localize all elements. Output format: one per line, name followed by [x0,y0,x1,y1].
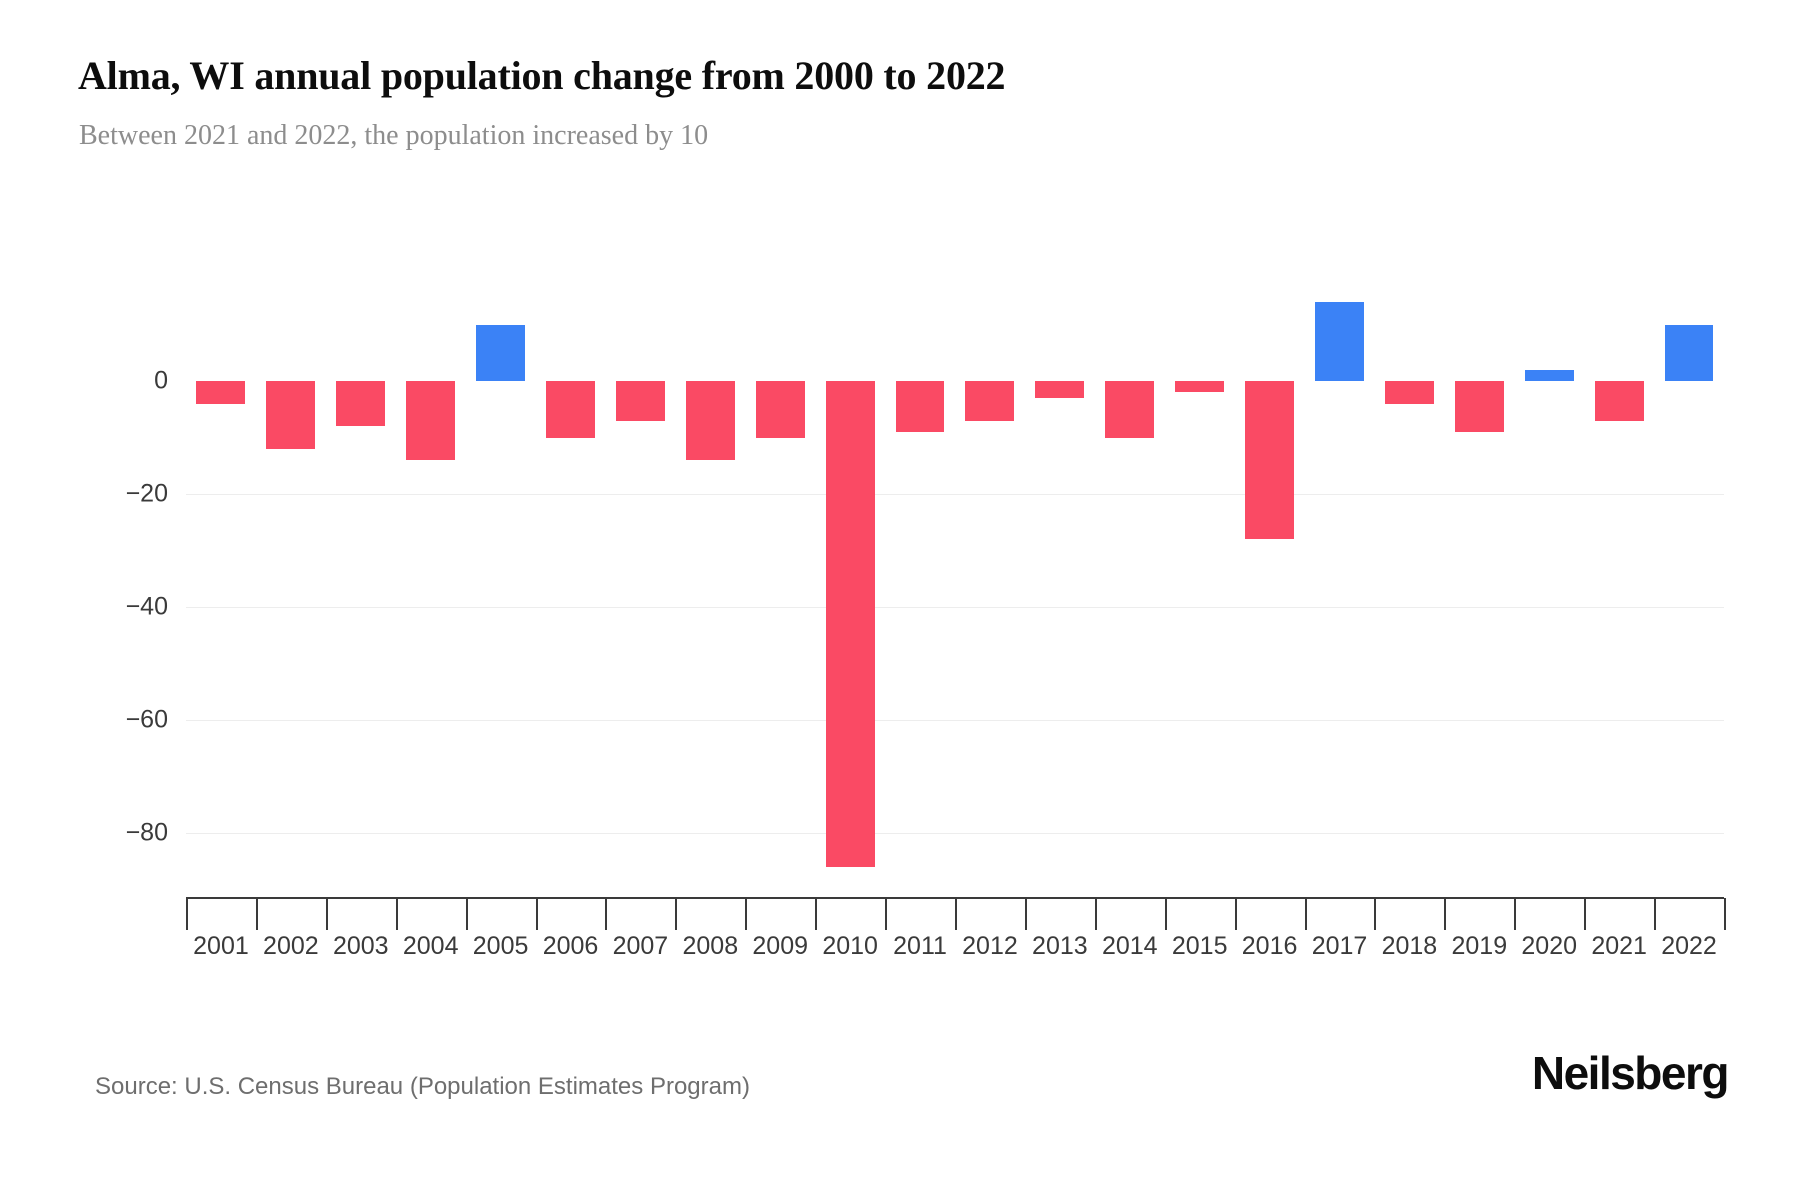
bar-2018[interactable] [1384,381,1434,404]
gridline [186,720,1724,721]
y-axis-tick-label: −40 [125,592,168,621]
x-axis-tick-label: 2005 [472,932,529,960]
x-axis-tick-label: 2001 [193,932,249,960]
x-axis-tick [1584,898,1587,930]
bar-2010[interactable] [825,381,875,867]
bar-2020[interactable] [1524,369,1574,381]
y-axis-tick-label: −80 [125,818,168,847]
x-axis-tick-label: 2006 [542,932,599,960]
bar-2014[interactable] [1105,381,1155,438]
chart-title: Alma, WI annual population change from 2… [78,53,1006,98]
bar-2004[interactable] [406,381,456,461]
x-axis-tick-label: 2002 [263,932,319,960]
bar-2008[interactable] [685,381,735,461]
x-axis-tick-label: 2016 [1241,932,1298,960]
bar-2001[interactable] [196,381,246,404]
bar-2013[interactable] [1035,381,1085,398]
bar-2017[interactable] [1315,301,1364,381]
x-axis-tick [1024,898,1027,930]
bar-2019[interactable] [1454,381,1504,432]
x-axis-tick [1304,898,1307,930]
x-axis-tick [885,898,888,930]
bar-2015[interactable] [1175,381,1225,393]
x-axis-tick-label: 2014 [1101,932,1158,960]
x-axis-tick-label: 2020 [1521,932,1578,960]
x-axis-tick [1654,898,1657,930]
x-axis-tick-label: 2008 [682,932,739,960]
x-axis-tick-label: 2007 [612,932,669,960]
bar-2002[interactable] [266,381,316,449]
y-axis-tick-label: −60 [125,705,168,734]
bar-2022[interactable] [1664,324,1714,381]
x-axis-tick [465,898,468,930]
x-axis-tick-label: 2004 [402,932,459,960]
bar-2012[interactable] [965,381,1015,421]
x-axis-tick [1514,898,1517,930]
x-axis-tick-label: 2022 [1661,932,1717,960]
gridline [186,494,1724,495]
x-axis-tick-label: 2011 [893,932,947,960]
y-axis-tick-label: 0 [154,366,168,395]
x-axis-tick-label: 2003 [332,932,389,960]
x-axis-tick [1094,898,1097,930]
x-axis-tick [325,898,328,930]
gridline [186,607,1724,608]
x-axis-tick-label: 2010 [822,932,878,960]
y-axis-tick-label: −20 [125,479,168,508]
bar-2005[interactable] [476,324,526,381]
brand-logo: Neilsberg [1531,1047,1730,1099]
x-axis-tick [186,898,188,930]
gridline [186,833,1724,834]
bar-2016[interactable] [1245,381,1295,540]
x-axis-tick [1444,898,1447,930]
x-axis-line [186,897,1724,899]
x-axis-tick-label: 2021 [1591,932,1647,960]
x-axis-tick [955,898,957,930]
x-axis-tick-label: 2009 [752,932,809,960]
x-axis-tick-label: 2013 [1032,932,1088,960]
x-axis-tick [255,898,258,930]
x-axis-tick [1164,898,1167,930]
x-axis-tick-label: 2018 [1381,932,1438,960]
x-axis-tick [1234,898,1237,930]
x-axis-tick [1724,898,1726,930]
x-axis-tick-label: 2015 [1171,932,1228,960]
bar-2021[interactable] [1594,381,1644,421]
x-axis-tick-label: 2017 [1311,932,1368,960]
x-axis-tick-label: 2012 [962,932,1018,960]
x-axis-tick [675,898,678,930]
x-axis-tick [535,898,538,930]
bar-2003[interactable] [336,381,386,427]
chart-subtitle: Between 2021 and 2022, the population in… [79,120,709,151]
source-note: Source: U.S. Census Bureau (Population E… [95,1073,750,1100]
x-axis-tick [815,898,818,930]
x-axis-tick [745,898,748,930]
bar-2006[interactable] [546,381,595,438]
bar-2011[interactable] [895,381,945,432]
bar-2007[interactable] [615,381,665,421]
x-axis-tick [605,898,608,930]
bar-2009[interactable] [755,381,805,438]
x-axis-tick-label: 2019 [1451,932,1508,960]
x-axis-tick [395,898,398,930]
x-axis-tick [1374,898,1377,930]
